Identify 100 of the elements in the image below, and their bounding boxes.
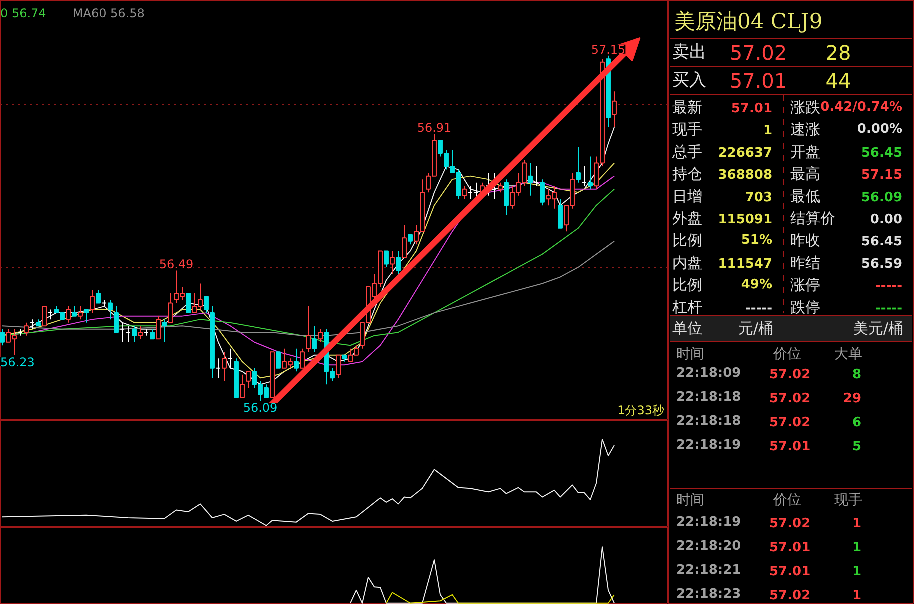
text: 涨停	[790, 276, 820, 294]
text: 57.02	[770, 516, 811, 532]
text: 结算价	[790, 210, 836, 228]
candlestick	[246, 371, 251, 388]
text: 57.01	[770, 540, 811, 556]
text: 0.42/0.74%	[820, 100, 903, 115]
text: 最高	[790, 165, 820, 184]
candlestick	[138, 326, 143, 340]
candlestick	[498, 182, 503, 194]
text: 57.02	[770, 416, 811, 430]
candlestick	[168, 293, 173, 324]
candlestick	[204, 296, 209, 314]
text: 22:18:20	[676, 539, 742, 554]
text: 1	[852, 540, 862, 556]
candlestick	[558, 198, 563, 229]
text: -----	[746, 301, 773, 316]
text: 49%	[741, 278, 773, 293]
candlestick	[396, 250, 401, 274]
candlestick	[108, 300, 113, 320]
text: 现手	[834, 492, 862, 508]
text: 价位	[772, 346, 802, 362]
annotation: 56.23	[0, 355, 35, 370]
candlestick	[90, 290, 95, 314]
candlestick	[132, 326, 137, 343]
candlestick	[402, 224, 407, 258]
candlestick	[222, 352, 227, 382]
text: 368808	[718, 168, 773, 184]
text: 大单	[834, 346, 862, 362]
text: 29	[843, 392, 862, 406]
candlestick	[528, 162, 533, 196]
text: 跌停	[790, 298, 820, 316]
text: 速涨	[790, 120, 820, 139]
text: -----	[876, 279, 903, 294]
text: 703	[745, 190, 773, 206]
text: 57.02	[770, 588, 811, 604]
text: 22:18:18	[676, 414, 742, 429]
text: 1	[763, 124, 772, 139]
text: 22:18:09	[676, 366, 742, 381]
text: 美元/桶	[854, 320, 904, 338]
text: 买入	[672, 70, 706, 90]
candlestick	[150, 328, 155, 340]
text: 57.15	[861, 168, 903, 184]
text: 22:18:23	[676, 587, 742, 602]
annotation: 56.91	[417, 120, 452, 135]
candlestick	[318, 328, 323, 343]
text: MA60 56.58	[72, 6, 145, 20]
candlestick	[42, 306, 47, 327]
text: 比例	[672, 232, 702, 250]
text: 时间	[676, 346, 704, 362]
text: 57.02	[730, 41, 788, 65]
text: 57.01	[731, 102, 773, 116]
text: 元/桶	[738, 320, 774, 338]
text: 57.01	[770, 564, 811, 580]
text: 内盘	[672, 254, 702, 272]
text: 卖出	[672, 42, 706, 62]
candlestick	[84, 309, 89, 324]
text: 226637	[718, 146, 773, 161]
text: 111547	[718, 256, 773, 272]
text: 最低	[790, 187, 820, 206]
candlestick	[78, 306, 83, 320]
text: 最新	[672, 98, 702, 116]
text: 22:18:19	[676, 438, 742, 453]
candlestick	[66, 306, 71, 324]
candlestick	[72, 306, 77, 317]
text: 昨收	[790, 232, 820, 250]
candlestick	[540, 179, 545, 206]
text: 0 56.74	[0, 6, 46, 20]
candlestick	[390, 250, 395, 274]
text: 56.45	[861, 234, 903, 250]
text: 美原油04 CLJ9	[674, 10, 823, 34]
candlestick	[588, 156, 593, 190]
text: 115091	[718, 212, 773, 228]
text: 22:18:21	[676, 563, 742, 578]
text: 6	[852, 416, 862, 430]
text: 外盘	[672, 210, 702, 228]
candlestick	[504, 179, 509, 216]
candlestick	[300, 348, 305, 369]
text: 比例	[672, 276, 702, 294]
candlestick	[162, 319, 167, 343]
text: 日增	[672, 187, 702, 206]
text: 57.01	[770, 440, 811, 454]
text: 单位	[672, 320, 702, 338]
text: 1	[852, 516, 862, 532]
text: 44	[826, 69, 852, 93]
candlestick	[24, 322, 29, 336]
text: 56.09	[861, 190, 903, 206]
candlestick	[576, 146, 581, 184]
text: -----	[876, 301, 903, 316]
text: 价位	[772, 492, 802, 508]
candlestick	[384, 250, 389, 268]
annotation: 57.15	[591, 42, 626, 57]
text: 0.00%	[857, 122, 903, 138]
text: 昨结	[790, 254, 820, 272]
text: 51%	[741, 233, 773, 248]
text: 22:18:19	[676, 515, 742, 530]
text: 现手	[672, 120, 702, 139]
candlestick	[276, 352, 281, 369]
text: 56.45	[861, 146, 903, 161]
text: 杠杆	[672, 298, 702, 316]
candlestick	[408, 234, 413, 246]
